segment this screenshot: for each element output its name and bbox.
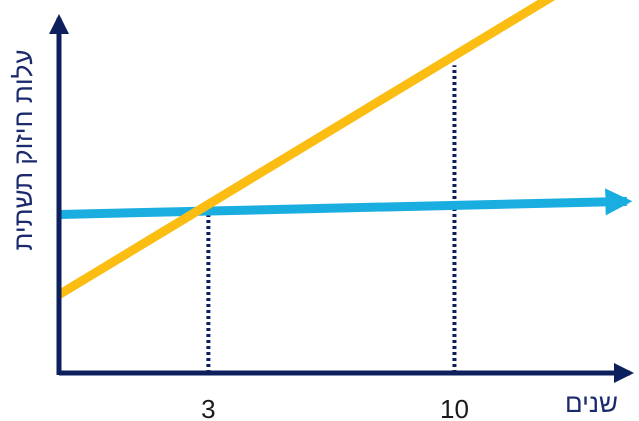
series-lines [56, 0, 633, 299]
series-line-2 [56, 0, 556, 299]
x-tick-label-2: 10 [440, 394, 469, 421]
x-tick-label-1: 3 [201, 394, 215, 421]
x-tick-labels: 3 10 [201, 394, 469, 421]
x-axis-label: שנים [565, 388, 618, 418]
y-axis-label: עלות חיזוק תשתית [8, 49, 38, 250]
reference-lines [206, 65, 457, 373]
series-line-1 [58, 188, 633, 219]
